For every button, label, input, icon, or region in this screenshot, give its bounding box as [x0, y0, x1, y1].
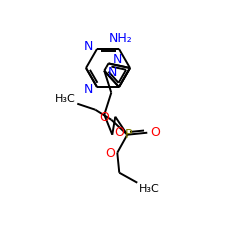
- Text: N: N: [113, 53, 122, 66]
- Text: H₃C: H₃C: [55, 94, 76, 104]
- Text: NH₂: NH₂: [109, 32, 133, 46]
- Text: O: O: [114, 126, 124, 139]
- Text: N: N: [83, 40, 93, 54]
- Text: O: O: [150, 126, 160, 139]
- Text: P: P: [124, 128, 132, 141]
- Text: O: O: [105, 147, 115, 160]
- Text: H₃C: H₃C: [139, 184, 160, 194]
- Text: O: O: [99, 111, 109, 124]
- Text: N: N: [108, 66, 117, 79]
- Text: N: N: [83, 82, 93, 96]
